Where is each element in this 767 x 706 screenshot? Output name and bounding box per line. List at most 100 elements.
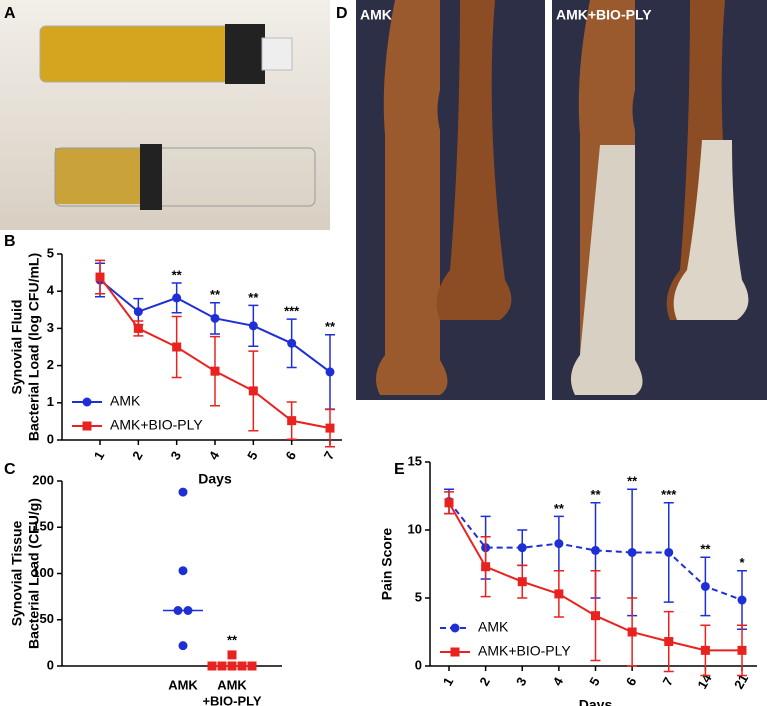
y-tick-label: 15 [408,453,422,468]
y-axis-label: Synovial Tissue [9,521,25,627]
legend-label: AMK [110,393,141,409]
legend-marker [450,623,460,633]
marker [737,645,747,655]
legend-marker [82,421,92,431]
y-tick-label: 3 [47,320,54,335]
marker [133,323,143,333]
x-tick-label: 5 [244,449,261,463]
marker [700,645,710,655]
y-axis-label: Bacterial Load (log CFU/mL) [26,253,42,441]
marker [172,293,182,303]
marker [183,606,193,615]
significance: ** [248,290,259,305]
marker [227,650,237,660]
significance: ** [590,487,601,502]
photo-label: AMK+BIO-PLY [556,7,652,23]
x-tick-label: 4 [206,448,223,462]
x-tick-label: AMK [217,677,247,692]
x-tick-label: 1 [91,449,108,463]
x-tick-label: 7 [660,675,677,689]
marker [210,366,220,376]
y-tick-label: 5 [415,589,422,604]
significance: ** [227,632,238,647]
significance: ** [325,319,336,334]
marker [237,661,247,671]
photo-d [356,0,767,400]
x-tick-label: 5 [586,675,603,689]
y-axis-label: Pain Score [379,528,395,601]
x-tick-label: +BIO-PLY [202,693,261,706]
x-tick-label: 7 [321,449,338,463]
x-tick-label: 4 [550,674,567,688]
marker [227,661,237,671]
marker [247,661,257,671]
marker [517,577,527,587]
x-tick-label: 6 [282,449,299,463]
significance: ** [172,267,183,282]
panel-label: E [394,461,405,478]
x-tick-label: 3 [513,675,530,689]
marker [481,562,491,572]
marker [700,581,710,591]
marker [248,386,258,396]
marker [664,637,674,647]
marker [178,566,188,576]
marker [664,547,674,557]
y-tick-label: 100 [32,565,54,580]
y-tick-label: 200 [32,472,54,487]
marker [627,547,637,557]
y-axis-label: Synovial Fluid [9,300,25,395]
photo-a [0,0,330,230]
x-axis-label: Days [198,471,232,487]
x-tick-label: AMK [168,677,198,692]
y-tick-label: 150 [32,519,54,534]
significance: ** [627,474,638,489]
marker [217,661,227,671]
marker [554,589,564,599]
marker [554,539,564,549]
x-tick-label: 2 [129,449,146,463]
y-tick-label: 1 [47,394,54,409]
marker [178,487,188,497]
y-tick-label: 50 [40,611,54,626]
panel-label: D [336,5,348,22]
marker [95,272,105,282]
x-tick-label: 6 [623,675,640,689]
marker [178,641,188,651]
y-axis-label: Bacterial Load (CFU/g) [26,498,42,649]
marker [287,416,297,426]
legend-label: AMK+BIO-PLY [478,643,571,659]
y-tick-label: 0 [47,431,54,446]
marker [172,342,182,352]
x-tick-label: 2 [476,675,493,689]
marker [325,423,335,433]
y-tick-label: 0 [415,657,422,672]
marker [248,321,258,331]
y-tick-label: 4 [47,283,55,298]
significance: *** [661,487,677,502]
significance: * [739,555,745,570]
legend-marker [450,647,460,657]
marker [207,661,217,671]
marker [591,611,600,621]
marker [444,498,454,508]
panel-label: B [4,233,16,250]
marker [210,313,220,323]
marker [133,307,143,317]
x-axis-label: Days [579,697,613,706]
legend-marker [82,397,92,407]
photo-label: AMK [360,7,392,23]
x-tick-label: 21 [731,671,751,691]
marker [591,545,600,555]
marker [173,606,183,615]
significance: *** [284,304,300,319]
marker [325,367,335,377]
significance: ** [554,501,565,516]
marker [737,595,747,605]
legend-label: AMK [478,619,509,635]
y-tick-label: 2 [47,357,54,372]
panel-label: A [4,5,16,22]
marker [517,543,527,553]
